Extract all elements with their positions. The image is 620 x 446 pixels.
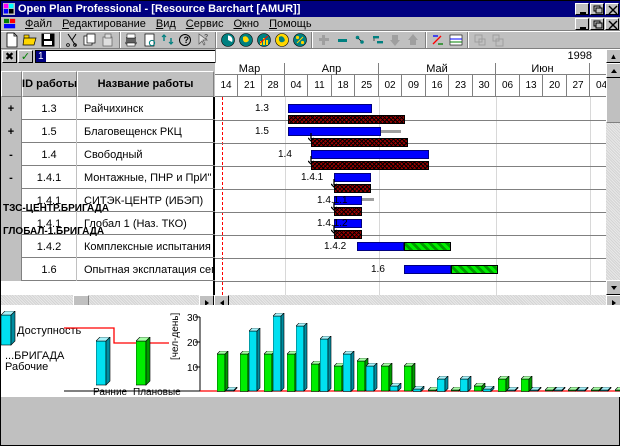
svg-text:20: 20 bbox=[187, 338, 199, 349]
svg-text:10: 10 bbox=[187, 363, 199, 374]
svg-text:?: ? bbox=[204, 34, 208, 41]
svg-text:[чел-день]: [чел-день] bbox=[170, 312, 181, 360]
svg-text:30: 30 bbox=[187, 313, 199, 324]
svg-text:?: ? bbox=[184, 35, 190, 45]
